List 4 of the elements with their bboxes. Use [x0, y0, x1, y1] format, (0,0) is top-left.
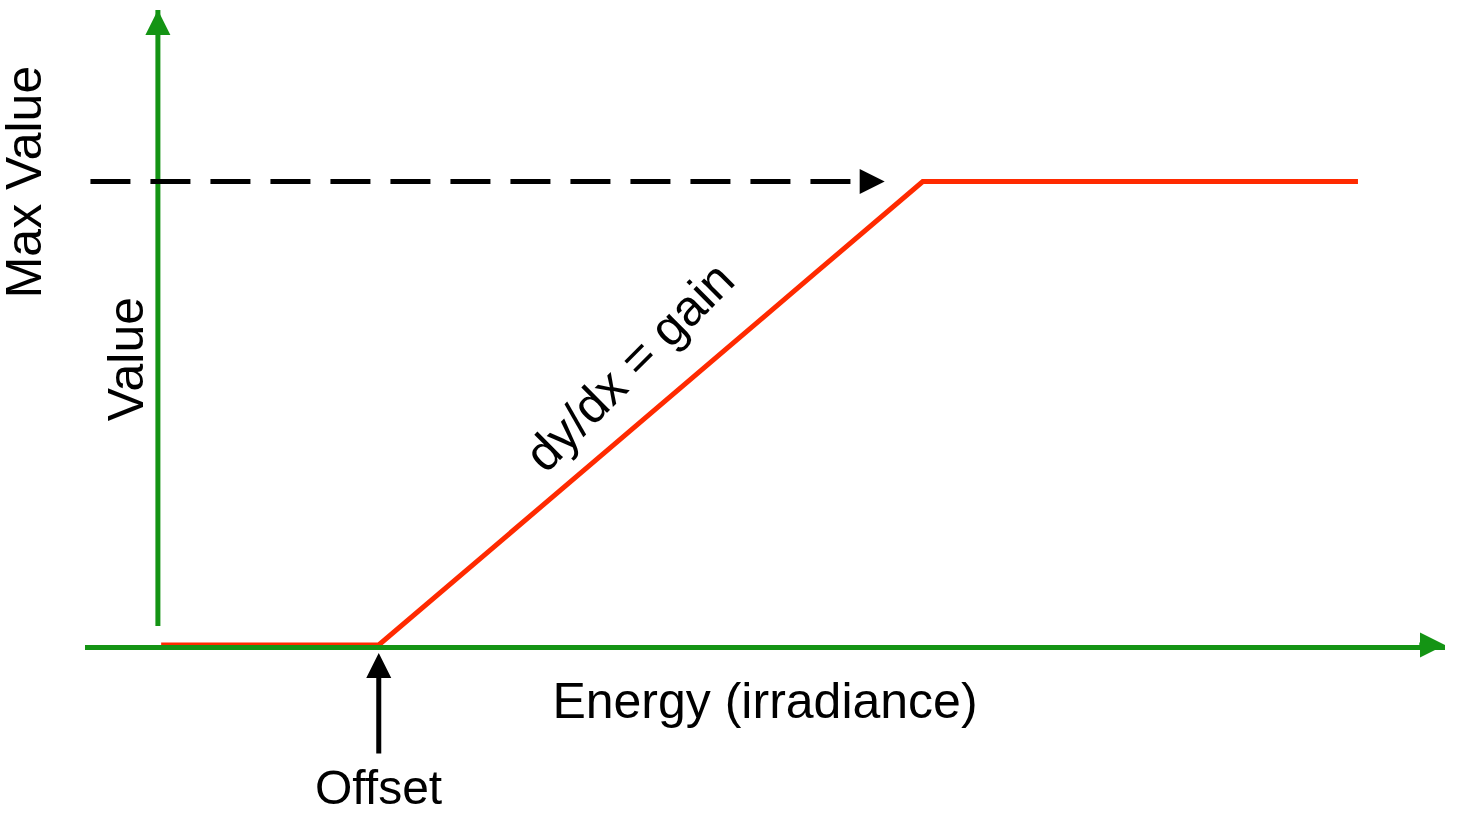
text: Offset — [315, 761, 443, 814]
x-axis-title: Energy (irradiance) — [552, 672, 978, 729]
y-axis-title: Value — [97, 296, 154, 422]
ref-line-label: Max Value — [0, 65, 53, 299]
